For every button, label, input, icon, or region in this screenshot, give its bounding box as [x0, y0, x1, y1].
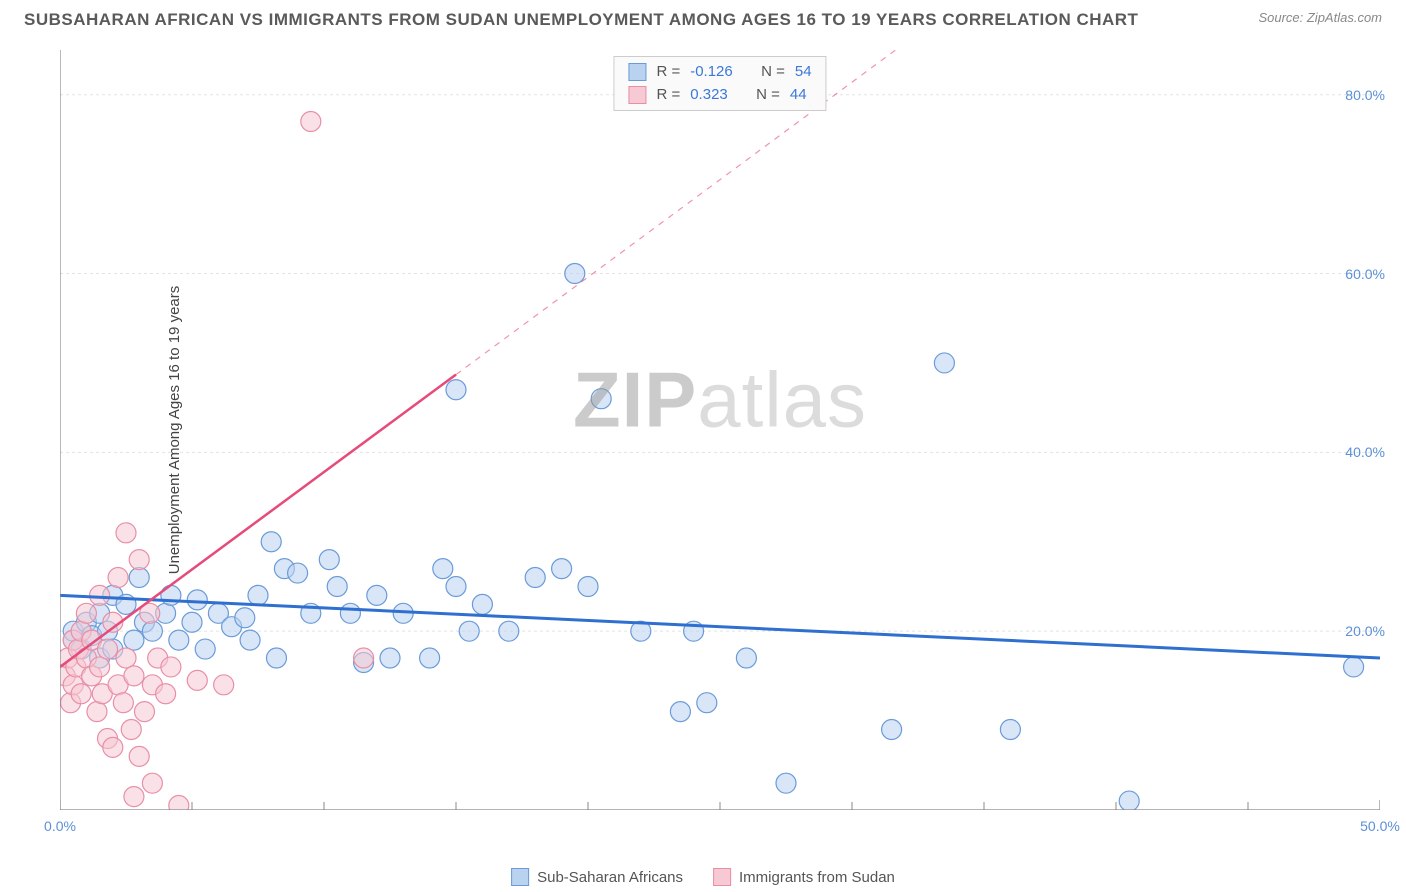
- legend-label-2: Immigrants from Sudan: [739, 869, 895, 886]
- stats-legend-box: R = -0.126 N = 54 R = 0.323 N = 44: [613, 56, 826, 111]
- chart-title: SUBSAHARAN AFRICAN VS IMMIGRANTS FROM SU…: [24, 10, 1138, 30]
- r-value-1: -0.126: [690, 61, 733, 84]
- r-label-2: R =: [656, 84, 680, 107]
- y-tick-label: 20.0%: [1325, 623, 1385, 639]
- legend-item-2: Immigrants from Sudan: [713, 868, 895, 886]
- x-tick-label: 50.0%: [1360, 818, 1400, 834]
- y-tick-label: 80.0%: [1325, 87, 1385, 103]
- legend-label-1: Sub-Saharan Africans: [537, 869, 683, 886]
- y-tick-label: 60.0%: [1325, 266, 1385, 282]
- n-label-2: N =: [756, 84, 780, 107]
- x-tick-label: 0.0%: [44, 818, 76, 834]
- stats-swatch-1: [628, 63, 646, 81]
- r-label-1: R =: [656, 61, 680, 84]
- bottom-legend: Sub-Saharan Africans Immigrants from Sud…: [511, 868, 895, 886]
- chart-container: Unemployment Among Ages 16 to 19 years Z…: [60, 50, 1380, 810]
- legend-swatch-1: [511, 868, 529, 886]
- stats-swatch-2: [628, 86, 646, 104]
- scatter-plot: [60, 50, 1380, 810]
- stats-row-series-1: R = -0.126 N = 54: [628, 61, 811, 84]
- n-value-1: 54: [795, 61, 812, 84]
- y-tick-label: 40.0%: [1325, 444, 1385, 460]
- legend-item-1: Sub-Saharan Africans: [511, 868, 683, 886]
- r-value-2: 0.323: [690, 84, 728, 107]
- legend-swatch-2: [713, 868, 731, 886]
- n-label-1: N =: [761, 61, 785, 84]
- source-attribution: Source: ZipAtlas.com: [1258, 10, 1382, 25]
- n-value-2: 44: [790, 84, 807, 107]
- stats-row-series-2: R = 0.323 N = 44: [628, 84, 811, 107]
